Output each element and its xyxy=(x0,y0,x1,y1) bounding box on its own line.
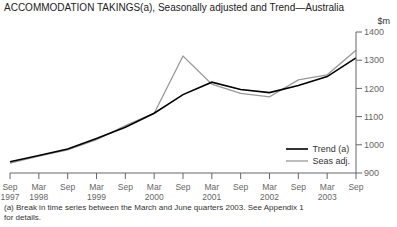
svg-text:Mar2000: Mar2000 xyxy=(145,182,164,201)
svg-text:900: 900 xyxy=(364,168,379,178)
svg-text:Mar2001: Mar2001 xyxy=(202,182,221,201)
svg-text:Sep: Sep xyxy=(348,182,363,192)
html-text:ACCOMMODATION TAKINGS(a), Seas: ACCOMMODATION TAKINGS(a), Seasonally adj… xyxy=(4,2,345,13)
svg-text:Mar2003: Mar2003 xyxy=(318,182,337,201)
svg-text:1300: 1300 xyxy=(364,55,384,65)
svg-text:Sep: Sep xyxy=(233,182,248,192)
svg-text:1200: 1200 xyxy=(364,84,384,94)
html-text:$m: $m xyxy=(377,16,390,26)
svg-text:Sep: Sep xyxy=(175,182,190,192)
svg-text:Sep: Sep xyxy=(60,182,75,192)
svg-text:Sep: Sep xyxy=(118,182,133,192)
html-text:Trend (a): Trend (a) xyxy=(312,144,350,154)
html-text:Seas adj.: Seas adj. xyxy=(312,156,350,166)
svg-text:Sep1997: Sep1997 xyxy=(8,182,20,201)
svg-text:Mar2002: Mar2002 xyxy=(260,182,279,201)
svg-text:1100: 1100 xyxy=(364,112,383,122)
svg-text:Sep: Sep xyxy=(291,182,306,192)
svg-text:1000: 1000 xyxy=(364,140,384,150)
svg-text:1400: 1400 xyxy=(364,27,384,37)
svg-text:Mar1998: Mar1998 xyxy=(29,182,48,201)
svg-text:Mar1999: Mar1999 xyxy=(87,182,106,201)
html-text:(a) Break in time series betwe: (a) Break in time series between the Mar… xyxy=(4,203,304,222)
